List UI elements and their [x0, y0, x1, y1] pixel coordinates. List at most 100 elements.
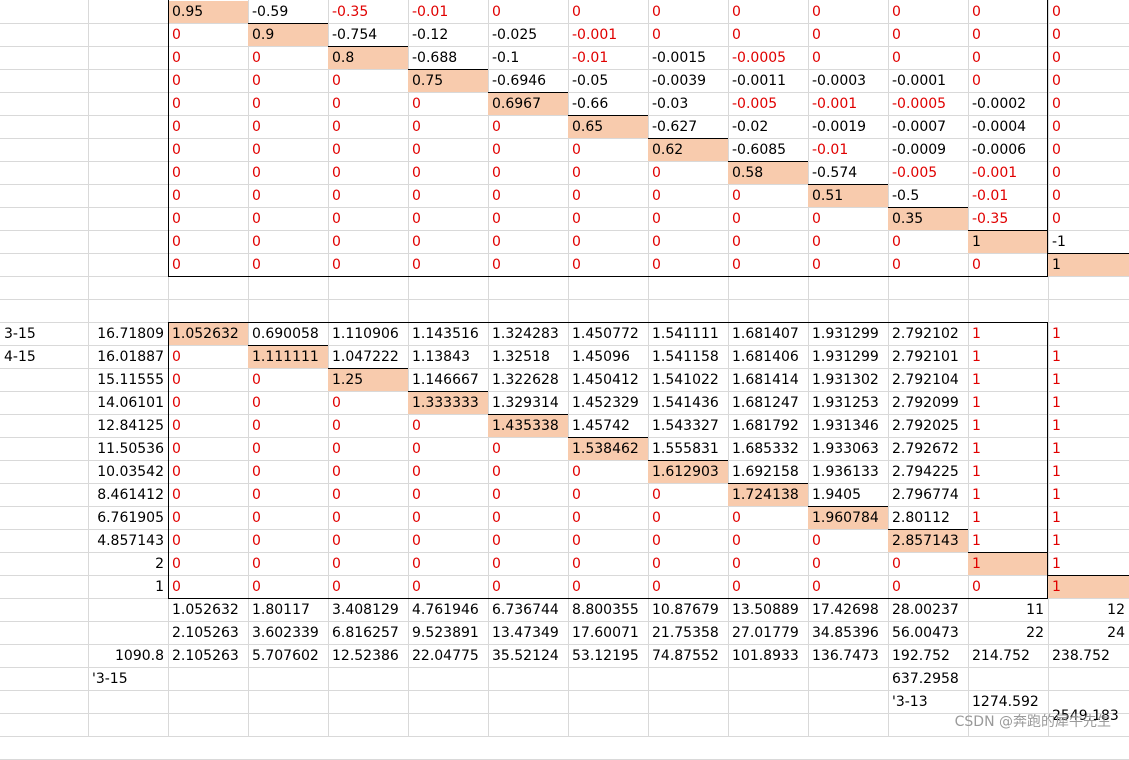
totals-row1-cell[interactable]: 4.761946: [408, 599, 488, 621]
matrix-a-cell[interactable]: -0.35: [328, 1, 408, 23]
matrix-a-cell[interactable]: 0: [1048, 185, 1129, 207]
matrix-a-diagonal-cell[interactable]: 0.95: [168, 1, 248, 23]
matrix-b-cell[interactable]: 1: [1048, 392, 1129, 414]
value-637[interactable]: 637.2958: [888, 668, 968, 690]
matrix-a-cell[interactable]: 0: [488, 208, 568, 230]
matrix-a-cell[interactable]: 0: [1048, 139, 1129, 161]
matrix-b-cell[interactable]: 0: [168, 415, 248, 437]
matrix-b-cell[interactable]: 1.324283: [488, 323, 568, 345]
matrix-a-cell[interactable]: -0.01: [408, 1, 488, 23]
matrix-b-diagonal-cell[interactable]: 1.538462: [568, 438, 648, 460]
matrix-b-cell[interactable]: 0: [328, 484, 408, 506]
matrix-b-cell[interactable]: 1.13843: [408, 346, 488, 368]
matrix-a-cell[interactable]: 0: [168, 93, 248, 115]
matrix-b-cell[interactable]: 1.685332: [728, 438, 808, 460]
matrix-a-cell[interactable]: -0.0009: [888, 139, 968, 161]
matrix-b-diagonal-cell[interactable]: 1.435338: [488, 415, 568, 437]
matrix-b-cell[interactable]: 1: [968, 484, 1048, 506]
matrix-b-cell[interactable]: 2.794225: [888, 461, 968, 483]
matrix-a-cell[interactable]: 0: [248, 139, 328, 161]
matrix-b-cell[interactable]: 0: [728, 530, 808, 552]
matrix-b-cell[interactable]: 0: [328, 576, 408, 598]
matrix-b-cell[interactable]: 0: [568, 553, 648, 575]
matrix-b-diagonal-cell[interactable]: 1.612903: [648, 461, 728, 483]
matrix-b-cell[interactable]: 0: [248, 576, 328, 598]
matrix-a-cell[interactable]: -0.0005: [728, 47, 808, 69]
matrix-b-cell[interactable]: 1: [1048, 415, 1129, 437]
matrix-a-cell[interactable]: 0: [488, 162, 568, 184]
matrix-b-diagonal-cell[interactable]: 1.333333: [408, 392, 488, 414]
totals-row2-cell[interactable]: 3.602339: [248, 622, 328, 644]
matrix-b-cell[interactable]: 1.931302: [808, 369, 888, 391]
matrix-b-cell[interactable]: 1.146667: [408, 369, 488, 391]
matrix-a-cell[interactable]: -0.688: [408, 47, 488, 69]
matrix-b-cell[interactable]: 0: [568, 507, 648, 529]
matrix-b-cell[interactable]: 1.681406: [728, 346, 808, 368]
matrix-b-cell[interactable]: 1: [968, 438, 1048, 460]
totals-row2-cell[interactable]: 24: [1048, 622, 1129, 644]
matrix-a-cell[interactable]: 0: [168, 231, 248, 253]
matrix-a-cell[interactable]: 0: [888, 254, 968, 276]
matrix-b-cell[interactable]: 0: [168, 553, 248, 575]
matrix-b-cell[interactable]: 2.80112: [888, 507, 968, 529]
matrix-b-cell[interactable]: 0: [488, 576, 568, 598]
matrix-b-row-value[interactable]: 10.03542: [88, 461, 168, 483]
matrix-a-cell[interactable]: -0.0005: [888, 93, 968, 115]
matrix-a-cell[interactable]: -0.1: [488, 47, 568, 69]
matrix-b-cell[interactable]: 0: [568, 461, 648, 483]
totals-row3-cell[interactable]: 12.52386: [328, 645, 408, 667]
matrix-a-cell[interactable]: 0: [568, 231, 648, 253]
matrix-a-cell[interactable]: 0: [728, 185, 808, 207]
totals-row2-cell[interactable]: 21.75358: [648, 622, 728, 644]
matrix-a-cell[interactable]: -0.01: [968, 185, 1048, 207]
matrix-b-cell[interactable]: 0: [248, 415, 328, 437]
matrix-b-cell[interactable]: 0: [168, 461, 248, 483]
matrix-b-cell[interactable]: 1.143516: [408, 323, 488, 345]
matrix-a-cell[interactable]: -0.01: [568, 47, 648, 69]
matrix-a-cell[interactable]: 0: [168, 70, 248, 92]
matrix-a-cell[interactable]: -0.005: [728, 93, 808, 115]
matrix-b-cell[interactable]: 0: [408, 461, 488, 483]
matrix-a-cell[interactable]: 0: [168, 116, 248, 138]
totals-row3-cell[interactable]: 22.04775: [408, 645, 488, 667]
matrix-a-cell[interactable]: 0: [888, 24, 968, 46]
matrix-a-cell[interactable]: 0: [168, 185, 248, 207]
matrix-b-cell[interactable]: 1: [968, 323, 1048, 345]
totals-row1-cell[interactable]: 3.408129: [328, 599, 408, 621]
totals-row1-cell[interactable]: 28.00237: [888, 599, 968, 621]
matrix-b-cell[interactable]: 1: [968, 415, 1048, 437]
totals-row2-cell[interactable]: 34.85396: [808, 622, 888, 644]
matrix-a-cell[interactable]: 0: [168, 208, 248, 230]
matrix-b-cell[interactable]: 1.452329: [568, 392, 648, 414]
matrix-b-cell[interactable]: 0: [248, 392, 328, 414]
matrix-b-cell[interactable]: 0: [728, 576, 808, 598]
matrix-a-diagonal-cell[interactable]: 0.58: [728, 162, 808, 184]
matrix-b-cell[interactable]: 1: [968, 530, 1048, 552]
totals-row3-cell[interactable]: 53.12195: [568, 645, 648, 667]
matrix-b-diagonal-cell[interactable]: 1.960784: [808, 507, 888, 529]
totals-row2-cell[interactable]: 2.105263: [168, 622, 248, 644]
matrix-b-cell[interactable]: 1.931253: [808, 392, 888, 414]
totals-row3-label[interactable]: 1090.8: [88, 645, 168, 667]
matrix-b-diagonal-cell[interactable]: 1.111111: [248, 346, 328, 368]
matrix-a-cell[interactable]: 0: [568, 185, 648, 207]
totals-row1-cell[interactable]: 10.87679: [648, 599, 728, 621]
matrix-a-cell[interactable]: 0: [968, 254, 1048, 276]
matrix-a-diagonal-cell[interactable]: 0.6967: [488, 93, 568, 115]
matrix-a-cell[interactable]: -0.627: [648, 116, 728, 138]
matrix-b-cell[interactable]: 0: [568, 576, 648, 598]
matrix-b-cell[interactable]: 0: [168, 369, 248, 391]
matrix-a-cell[interactable]: -0.005: [888, 162, 968, 184]
matrix-b-cell[interactable]: 1.541111: [648, 323, 728, 345]
matrix-b-cell[interactable]: 1: [1048, 369, 1129, 391]
matrix-a-cell[interactable]: -0.001: [968, 162, 1048, 184]
matrix-a-cell[interactable]: -0.0015: [648, 47, 728, 69]
matrix-a-cell[interactable]: 0: [1048, 93, 1129, 115]
matrix-b-cell[interactable]: 1: [968, 392, 1048, 414]
matrix-a-cell[interactable]: 0: [408, 208, 488, 230]
matrix-a-cell[interactable]: 0: [408, 93, 488, 115]
matrix-b-cell[interactable]: 0: [168, 346, 248, 368]
matrix-a-cell[interactable]: -0.0004: [968, 116, 1048, 138]
matrix-b-cell[interactable]: 0: [168, 576, 248, 598]
matrix-a-cell[interactable]: 0: [808, 208, 888, 230]
